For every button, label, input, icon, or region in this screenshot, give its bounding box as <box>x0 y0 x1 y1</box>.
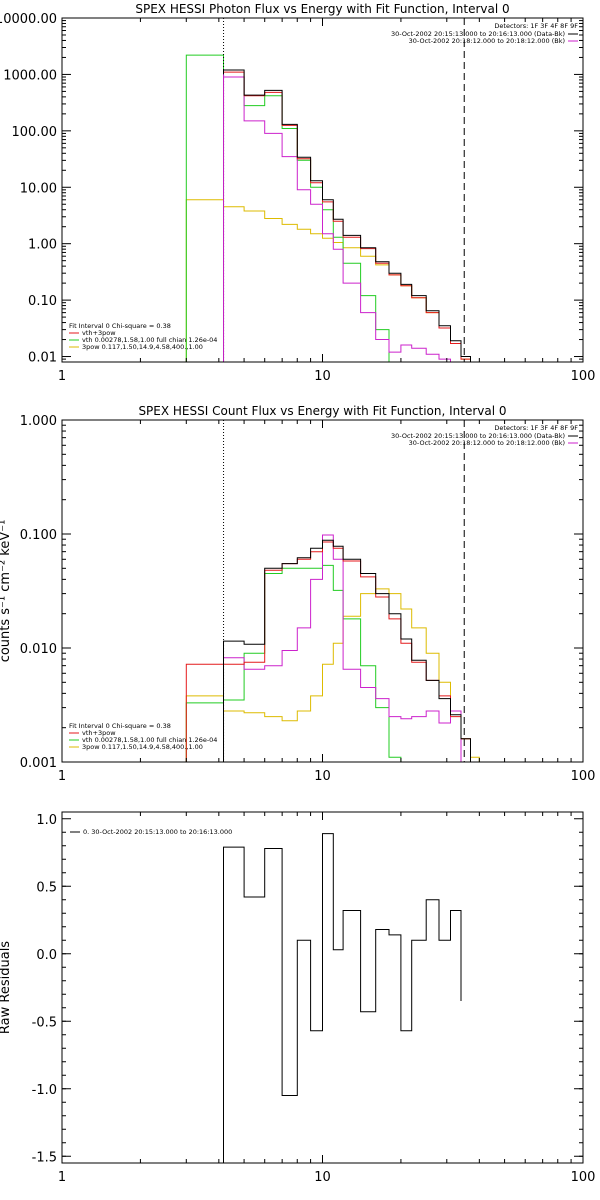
chart-title: SPEX HESSI Photon Flux vs Energy with Fi… <box>135 2 509 16</box>
y-tick-label: 0.010 <box>20 642 57 657</box>
legend-entry: 3pow 0.117,1.50,14.9,4.58,400.,1.00 <box>82 743 203 751</box>
y-tick-label: 1000.00 <box>3 68 57 83</box>
y-tick-label: 1.00 <box>28 238 57 253</box>
x-tick-label: 1 <box>58 769 66 784</box>
legend-entry: 30-Oct-2002 20:18:12.000 to 20:18:12.000… <box>409 37 565 45</box>
y-tick-label: 0.0 <box>36 948 57 963</box>
y-tick-label: 0.10 <box>28 294 57 309</box>
legend-header: Fit Interval 0 Chi-square = 0.38 <box>69 322 171 330</box>
y-tick-label: 1.000 <box>20 414 57 429</box>
x-tick-label: 100 <box>571 769 596 784</box>
legend-entry: vth+3pow <box>82 329 116 337</box>
plot-frame <box>61 419 584 763</box>
chart-title: SPEX HESSI Count Flux vs Energy with Fit… <box>138 404 506 418</box>
legend-entry: 30-Oct-2002 20:18:12.000 to 20:18:12.000… <box>409 439 565 447</box>
x-tick-label: 100 <box>571 1170 596 1185</box>
x-tick-label: 100 <box>571 369 596 384</box>
series-bpow-line <box>185 588 480 762</box>
x-tick-label: 10 <box>314 769 331 784</box>
y-tick-label: -0.5 <box>32 1015 57 1030</box>
series-magenta-line <box>223 76 471 362</box>
legend-entry: 30-Oct-2002 20:15:13.000 to 20:16:13.000… <box>391 30 565 38</box>
y-tick-label: 10.00 <box>20 181 57 196</box>
series-vth-line <box>185 54 480 362</box>
y-axis-label: Raw Residuals <box>0 941 13 1034</box>
legend-header: Detectors: 1F 3F 4F 8F 9F <box>494 424 578 432</box>
series-vth_vthspav-line <box>223 71 471 362</box>
series-magenta-line <box>223 534 462 762</box>
y-tick-label: 0.01 <box>28 351 57 366</box>
series-sum-line <box>223 69 471 362</box>
series-sum-line <box>223 539 471 762</box>
legend-entry: vth 0.00278,1.58,1.00 full chian 1.26e-0… <box>82 336 217 344</box>
x-tick-label: 10 <box>314 369 331 384</box>
legend-entry: 3pow 0.117,1.50,14.9,4.58,400.,1.00 <box>82 343 203 351</box>
y-tick-label: 0.5 <box>36 880 57 895</box>
x-tick-label: 10 <box>314 1170 331 1185</box>
y-tick-label: 0.001 <box>20 756 57 771</box>
x-tick-label: 1 <box>58 1170 66 1185</box>
legend-entry: vth+3pow <box>82 729 116 737</box>
y-tick-label: -1.5 <box>32 1150 57 1165</box>
y-tick-label: 10000.00 <box>0 12 57 27</box>
legend-header: Fit Interval 0 Chi-square = 0.38 <box>69 722 171 730</box>
y-tick-label: -1.0 <box>32 1083 57 1098</box>
y-axis-label: counts s⁻¹ cm⁻² keV⁻¹ <box>0 520 13 663</box>
legend-entry: 0. 30-Oct-2002 20:15:13.000 to 20:16:13.… <box>83 828 232 836</box>
legend-entry: vth 0.00278,1.58,1.00 full chian 1.26e-0… <box>82 736 217 744</box>
legend-header: Detectors: 1F 3F 4F 8F 9F <box>494 22 578 30</box>
series-vth_vthspav-line <box>185 541 471 762</box>
y-tick-label: 1.0 <box>36 813 57 828</box>
x-tick-label: 1 <box>58 369 66 384</box>
legend-entry: 30-Oct-2002 20:15:13.000 to 20:16:13.000… <box>391 432 565 440</box>
y-tick-label: 0.100 <box>20 528 57 543</box>
series-sum-line <box>223 833 462 1163</box>
y-tick-label: 100.00 <box>12 125 58 140</box>
